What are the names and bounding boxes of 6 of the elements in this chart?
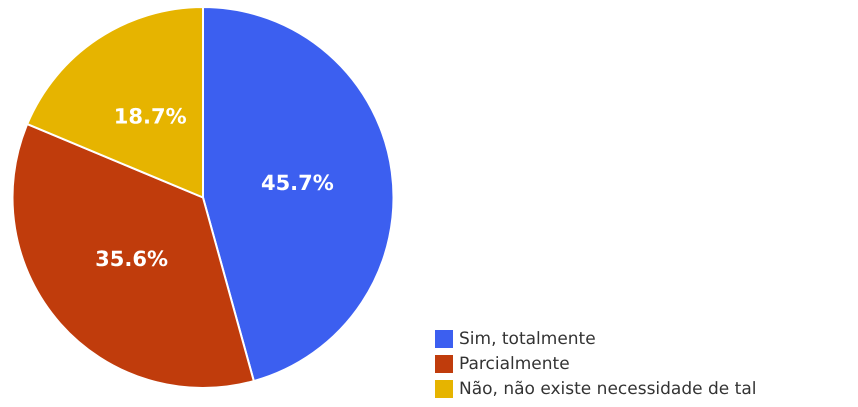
legend-label: Sim, totalmente [459,328,596,348]
data-label: 35.6% [95,246,168,271]
legend-label: Parcialmente [459,354,570,374]
legend-label: Não, não existe necessidade de tal [459,378,756,398]
data-label: 45.7% [260,171,334,196]
data-label: 18.7% [114,104,187,129]
